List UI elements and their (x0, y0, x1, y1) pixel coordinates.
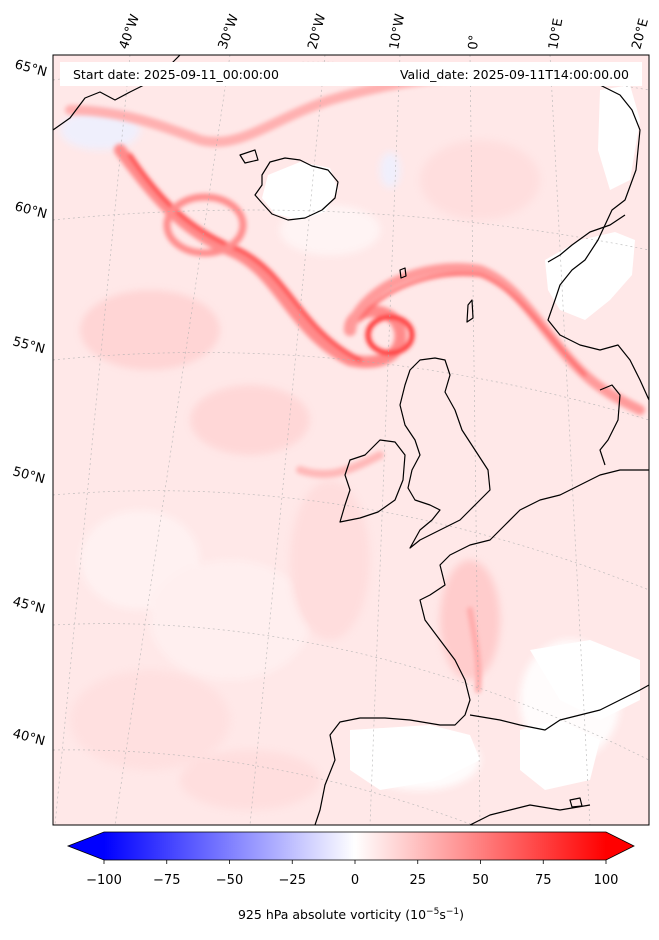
lon-label-30w: 30°W (216, 12, 242, 51)
colorbar-max-arrow (606, 832, 634, 860)
colorbar-tick-label: −100 (86, 873, 122, 888)
colorbar-min-arrow (68, 832, 104, 860)
colorbar-tick-label: 75 (535, 873, 552, 888)
lat-label-55n: 55°N (11, 334, 47, 357)
lat-label-45n: 45°N (11, 594, 47, 617)
start-date-label: Start date: 2025-09-11_00:00:00 (73, 67, 279, 82)
lon-label-20w: 20°W (305, 12, 329, 51)
colorbar-tick-label: −50 (216, 873, 243, 888)
lon-label-20e: 20°E (629, 17, 652, 51)
colorbar-gradient (104, 832, 606, 860)
header-band (60, 62, 642, 86)
lat-label-40n: 40°N (11, 726, 47, 749)
latitude-labels: 65°N 60°N 55°N 50°N 45°N 40°N (11, 57, 49, 749)
lon-label-10e: 10°E (546, 17, 566, 50)
colorbar: −100 −75 −50 −25 0 25 50 75 100 925 hPa absolute… (66, 831, 635, 922)
colorbar-tick-label: 25 (409, 873, 426, 888)
lat-label-65n: 65°N (13, 57, 49, 80)
colorbar-tick-label: −75 (153, 873, 180, 888)
colorbar-tick-label: 0 (351, 873, 359, 888)
colorbar-ticks: −100 −75 −50 −25 0 25 50 75 100 (86, 860, 618, 888)
colorbar-tick-label: 100 (594, 873, 619, 888)
lat-label-50n: 50°N (11, 464, 47, 487)
vorticity-field (53, 55, 649, 825)
colorbar-tick-label: 50 (472, 873, 489, 888)
colorbar-tick-label: −25 (279, 873, 306, 888)
longitude-labels: 40°W 30°W 20°W 10°W 0° 10°E 20°E (117, 12, 652, 51)
lon-label-10w: 10°W (387, 13, 408, 51)
valid-date-label: Valid_date: 2025-09-11T14:00:00.00 (400, 67, 629, 82)
lon-label-40w: 40°W (117, 12, 143, 51)
lon-label-0: 0° (466, 34, 482, 50)
colorbar-label: 925 hPa absolute vorticity (10−5s−1) (238, 907, 464, 922)
map-frame (52, 54, 650, 826)
lat-label-60n: 60°N (13, 199, 49, 222)
